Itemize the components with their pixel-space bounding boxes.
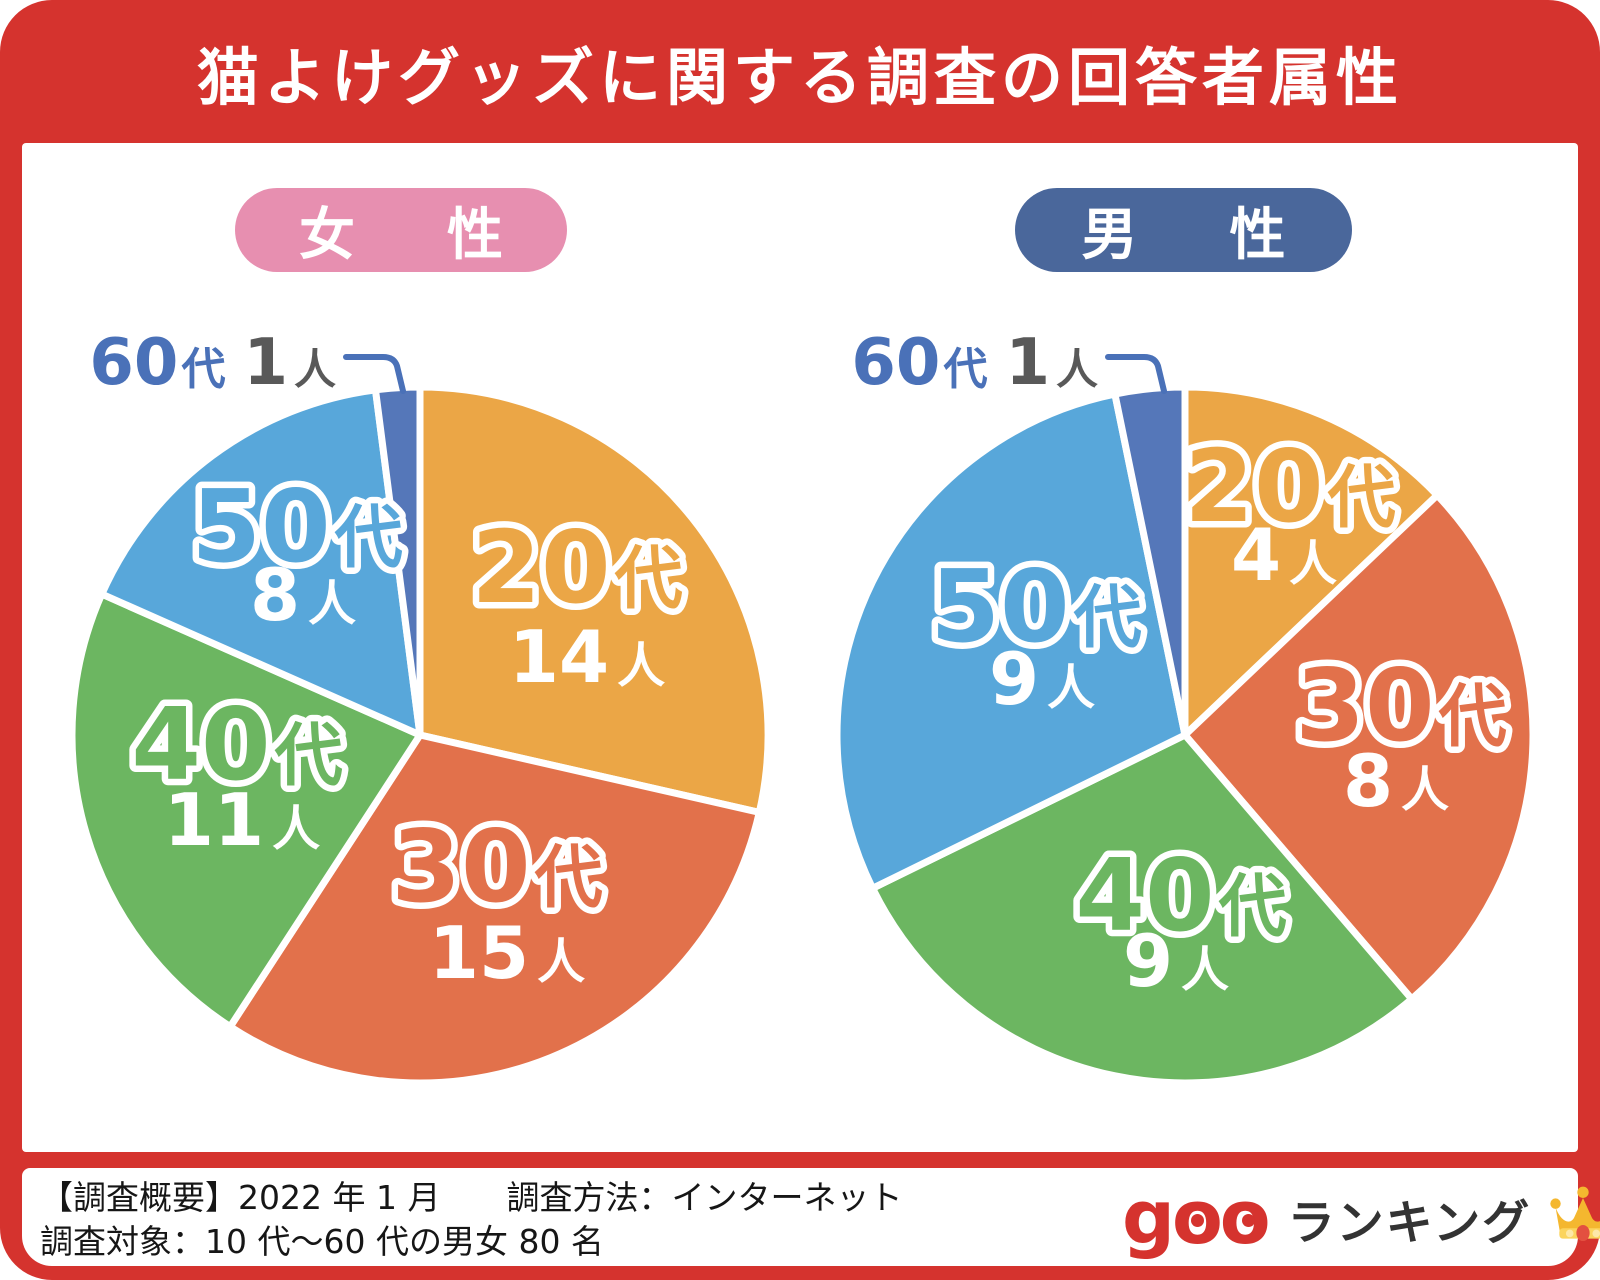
pie-slice-female-30代 (226, 731, 763, 1087)
female-badge-label: 女性 (299, 202, 595, 268)
female-badge: 女性 (235, 188, 567, 272)
goo-ranking-logo: goo ランキング (1122, 1178, 1600, 1258)
slice-age-label-male-30代: 30代 (1295, 647, 1506, 764)
callout-label-female-60s: 60代 1 人 (89, 326, 336, 400)
goo-logo-text: goo (1122, 1178, 1271, 1258)
male-badge: 男性 (1015, 188, 1352, 272)
goo-eye-dot-right (1242, 1214, 1255, 1227)
callout-label-male-60s: 60代 1 人 (851, 326, 1098, 400)
pie-slice-male-30代 (1181, 491, 1537, 1003)
pie-slice-female-40代 (68, 590, 424, 1031)
footer-card (22, 1168, 1578, 1266)
pie-slice-male-40代 (869, 731, 1416, 1087)
callout-line-male-60s (1105, 354, 1167, 394)
pie-slice-female-50代 (98, 386, 424, 739)
slice-age-label-male-50代: 50代 (930, 548, 1141, 665)
male-badge-label: 男性 (1081, 202, 1378, 268)
page-title: 猫よけグッズに関する調査の回答者属性 (196, 40, 1403, 114)
pie-slice-female-20代 (416, 383, 772, 816)
ranking-logo-text: ランキング (1287, 1195, 1532, 1251)
slice-age-label-female-50代: 50代 (191, 468, 402, 585)
slice-count-label-female-40代: 11 人 (164, 778, 320, 862)
slice-age-label-male-20代: 20代 (1184, 428, 1395, 545)
survey-target-line: 調査対象：10 代～60 代の男女 80 名 (40, 1222, 604, 1261)
goo-eye-dot-left (1191, 1214, 1204, 1227)
slice-age-label-female-30代: 30代 (391, 808, 602, 925)
survey-summary: 【調査概要】2022 年 1 月 調査方法：インターネット 調査対象：10 代～… (40, 1176, 902, 1264)
slice-age-label-male-40代: 40代 (1075, 837, 1286, 954)
survey-overview-line: 【調査概要】2022 年 1 月 調査方法：インターネット (40, 1178, 903, 1217)
slice-age-label-female-20代: 20代 (471, 509, 682, 626)
pie-slice-male-60代 (1111, 383, 1189, 739)
divider-line (22, 1152, 1578, 1168)
pie-slice-male-20代 (1181, 383, 1441, 739)
title-band: 猫よけグッズに関する調査の回答者属性 (0, 0, 1600, 143)
callout-line-female-60s (343, 354, 406, 394)
slice-count-label-female-20代: 14 人 (509, 615, 665, 699)
slice-age-label-female-40代: 40代 (131, 686, 342, 803)
pie-slice-female-60代 (372, 383, 424, 739)
crown-icon (1550, 1186, 1600, 1242)
slice-count-label-female-30代: 15 人 (429, 911, 585, 995)
pie-slice-male-50代 (833, 390, 1189, 892)
